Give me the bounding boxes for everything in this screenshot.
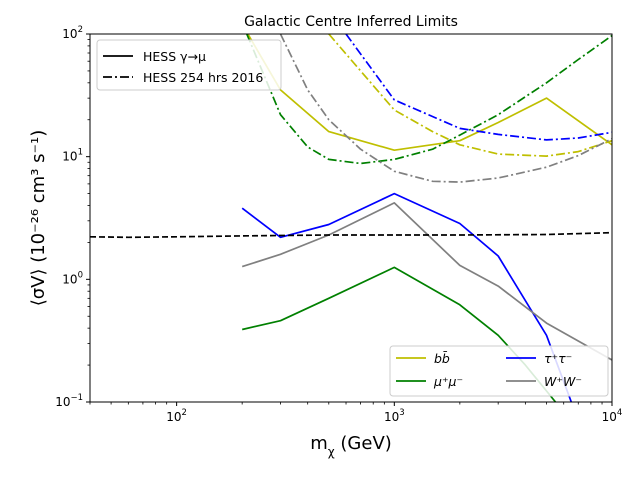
x-tick-label: 103 <box>384 408 405 424</box>
series-line-8 <box>279 34 612 183</box>
x-tick-label: 102 <box>166 408 187 424</box>
series-line-6 <box>345 34 612 141</box>
y-tick-label: 101 <box>62 148 83 164</box>
axis-ticks: 102 103 104 10−1 100 101 102 <box>55 25 622 424</box>
chart-title: Galactic Centre Inferred Limits <box>244 14 458 30</box>
legend-styles-box <box>96 39 282 91</box>
legend-channels: bb̄ τ⁺τ⁻ μ⁺μ⁻ W⁺W⁻ <box>389 345 609 397</box>
legend-style-dashdot-label: HESS 254 hrs 2016 <box>143 70 263 85</box>
legend-channel-bb-label: bb̄ <box>434 351 450 366</box>
legend-channel-tautau-label: τ⁺τ⁻ <box>544 351 572 366</box>
y-tick-label: 10−1 <box>55 393 83 409</box>
x-axis-label: mχ (GeV) <box>310 433 392 459</box>
series-line-1 <box>246 34 612 152</box>
legend-channel-mumu-label: μ⁺μ⁻ <box>433 374 463 389</box>
legend-channels-box <box>389 345 609 397</box>
series-line-7 <box>246 34 612 165</box>
plot-frame <box>89 33 613 403</box>
plot-series <box>90 34 612 402</box>
legend-channel-ww-label: W⁺W⁻ <box>544 374 582 389</box>
legend-styles: HESS γ→μ HESS 254 hrs 2016 <box>96 39 282 91</box>
legend-style-solid-label: HESS γ→μ <box>143 49 206 64</box>
y-tick-label: 102 <box>62 25 83 41</box>
series-line-9 <box>90 231 612 239</box>
series-line-5 <box>328 34 612 157</box>
y-tick-label: 100 <box>62 270 83 286</box>
x-tick-label: 104 <box>602 408 623 424</box>
y-axis-label: ⟨σV⟩ (10⁻²⁶ cm³ s⁻¹) <box>28 130 49 307</box>
